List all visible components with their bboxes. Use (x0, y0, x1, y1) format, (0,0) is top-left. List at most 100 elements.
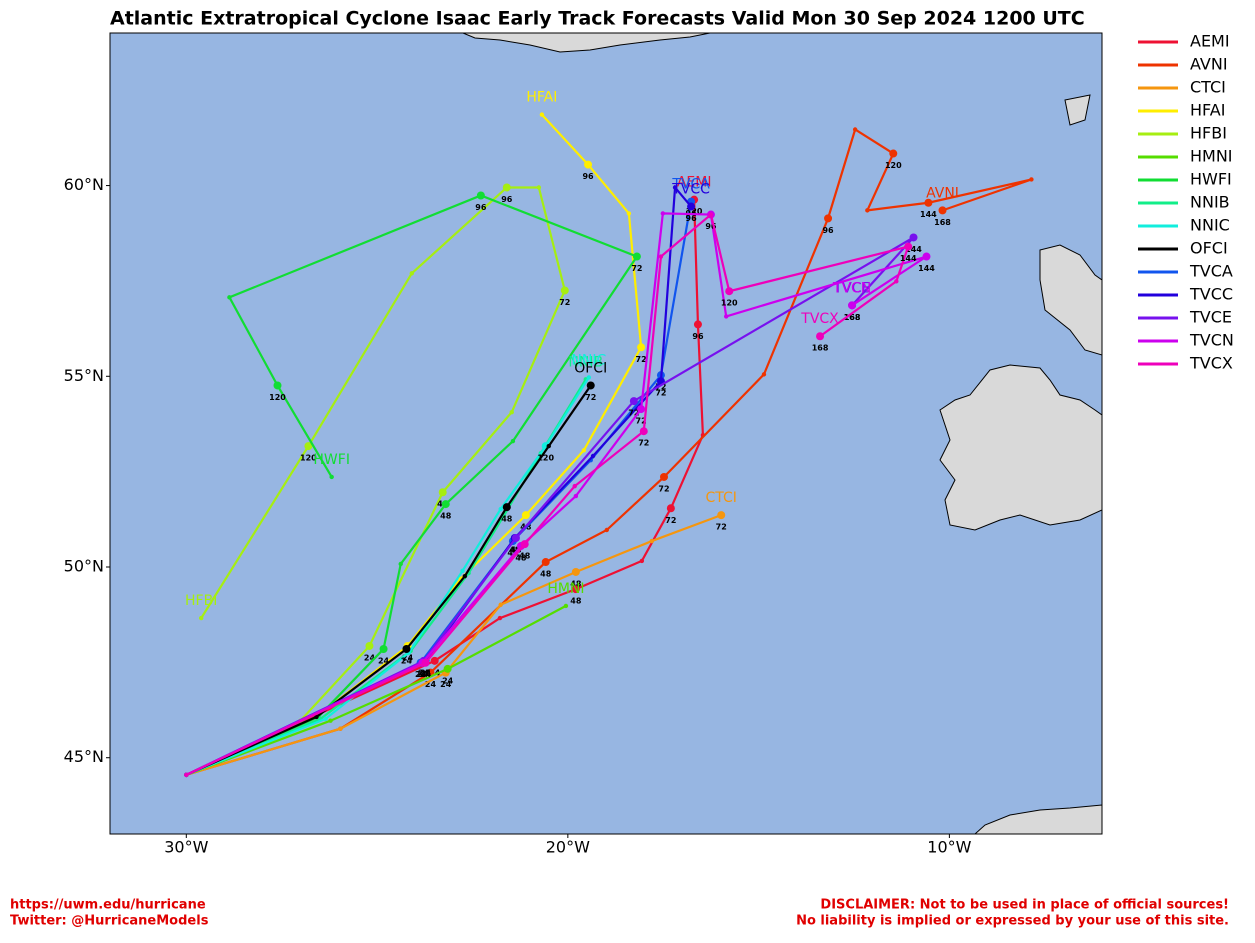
legend-label: HFAI (1190, 101, 1225, 120)
hour-label: 96 (582, 172, 594, 181)
track-point (639, 558, 645, 564)
track-point (402, 645, 411, 654)
y-tick-label: 45°N (64, 747, 104, 766)
track-point (476, 191, 485, 200)
track-point (502, 183, 511, 192)
model-label: TVCX (800, 311, 839, 327)
track-point (865, 208, 870, 213)
hour-label: 72 (636, 417, 647, 426)
track-point (497, 615, 503, 621)
hour-label: 72 (559, 298, 570, 307)
track-point (430, 656, 439, 665)
x-tick-label: 30°W (164, 838, 208, 857)
hour-label: 144 (918, 264, 935, 273)
track-point (443, 664, 452, 673)
track-point (509, 409, 514, 415)
hour-label: 72 (658, 484, 669, 493)
track-point (273, 381, 282, 390)
chart-title: Atlantic Extratropical Cyclone Isaac Ear… (110, 8, 1085, 30)
hour-label: 24 (417, 670, 429, 679)
track-point (462, 573, 468, 579)
track-point (824, 214, 833, 223)
hour-label: 48 (570, 597, 582, 606)
legend-label: HFBI (1190, 124, 1227, 143)
hour-label: 120 (269, 393, 286, 402)
legend-label: OFCI (1190, 239, 1228, 258)
hour-label: 48 (501, 515, 513, 524)
track-point (571, 585, 580, 594)
track-point (586, 375, 592, 380)
y-tick-label: 55°N (64, 366, 104, 385)
track-point (571, 567, 580, 576)
model-label: TVCC (671, 182, 710, 198)
scotland (1039, 244, 1102, 356)
track-point (379, 645, 388, 654)
model-label: TVCN (832, 280, 871, 296)
track-point (365, 641, 374, 650)
hour-label: 72 (716, 523, 727, 532)
track-point (660, 211, 666, 216)
hour-label: 48 (507, 549, 519, 558)
track-point (521, 511, 530, 520)
hour-label: 24 (429, 668, 441, 677)
track-point (629, 397, 638, 406)
track-point (460, 568, 465, 574)
track-point (659, 472, 668, 481)
track-point (560, 286, 569, 295)
track-point (889, 149, 898, 158)
track-point (541, 558, 550, 567)
track-point (816, 332, 825, 341)
hour-label: 24 (378, 657, 390, 666)
spain (974, 804, 1102, 834)
track-point (539, 112, 545, 117)
hour-label: 96 (475, 203, 487, 212)
hour-label: 72 (638, 439, 649, 448)
model-label: AEMI (677, 175, 712, 191)
footer-right: No liability is implied or expressed by … (796, 914, 1229, 929)
hour-label: 120 (721, 299, 738, 308)
plot-frame (109, 32, 1103, 835)
track-point (398, 561, 403, 567)
track-point (510, 438, 516, 444)
track-point (723, 314, 729, 319)
legend-label: AVNI (1190, 55, 1228, 74)
hour-label: 120 (537, 454, 554, 463)
hour-label: 144 (920, 210, 937, 219)
hour-label: 48 (540, 570, 552, 579)
track-point (198, 615, 204, 621)
track-point (581, 448, 587, 453)
track-point (693, 320, 702, 329)
model-label: HFAI (526, 90, 557, 106)
track-point (590, 453, 596, 459)
faroe (1064, 94, 1091, 126)
hour-label: 24 (420, 670, 432, 679)
hour-label: 24 (402, 653, 414, 662)
hour-label: 168 (844, 313, 861, 322)
track-point (584, 160, 593, 169)
track-point (502, 503, 511, 512)
track-point (687, 202, 696, 211)
track-point (909, 233, 918, 242)
hour-label: 24 (415, 670, 427, 679)
hour-label: 120 (300, 454, 317, 463)
x-tick-label: 10°W (927, 838, 971, 857)
legend-label: TVCX (1189, 354, 1233, 373)
land (462, 33, 1102, 834)
track-point (604, 527, 609, 533)
track-point (573, 493, 579, 499)
hour-label: 48 (519, 552, 531, 561)
track-point (649, 538, 654, 544)
hour-label: 96 (686, 214, 698, 223)
track-point (520, 540, 529, 549)
model-label: NNIB (568, 354, 603, 370)
hour-label: 48 (509, 546, 521, 555)
y-tick-label: 50°N (64, 557, 104, 576)
x-tick-label: 20°W (546, 838, 590, 857)
hour-label: 24 (442, 676, 454, 685)
footer-left: Twitter: @HurricaneModels (10, 914, 209, 929)
track-point (441, 500, 450, 509)
hour-label: 72 (655, 383, 666, 392)
model-label: AVNI (926, 185, 959, 201)
model-label: CTCI (706, 490, 737, 506)
legend-label: HMNI (1190, 147, 1233, 166)
